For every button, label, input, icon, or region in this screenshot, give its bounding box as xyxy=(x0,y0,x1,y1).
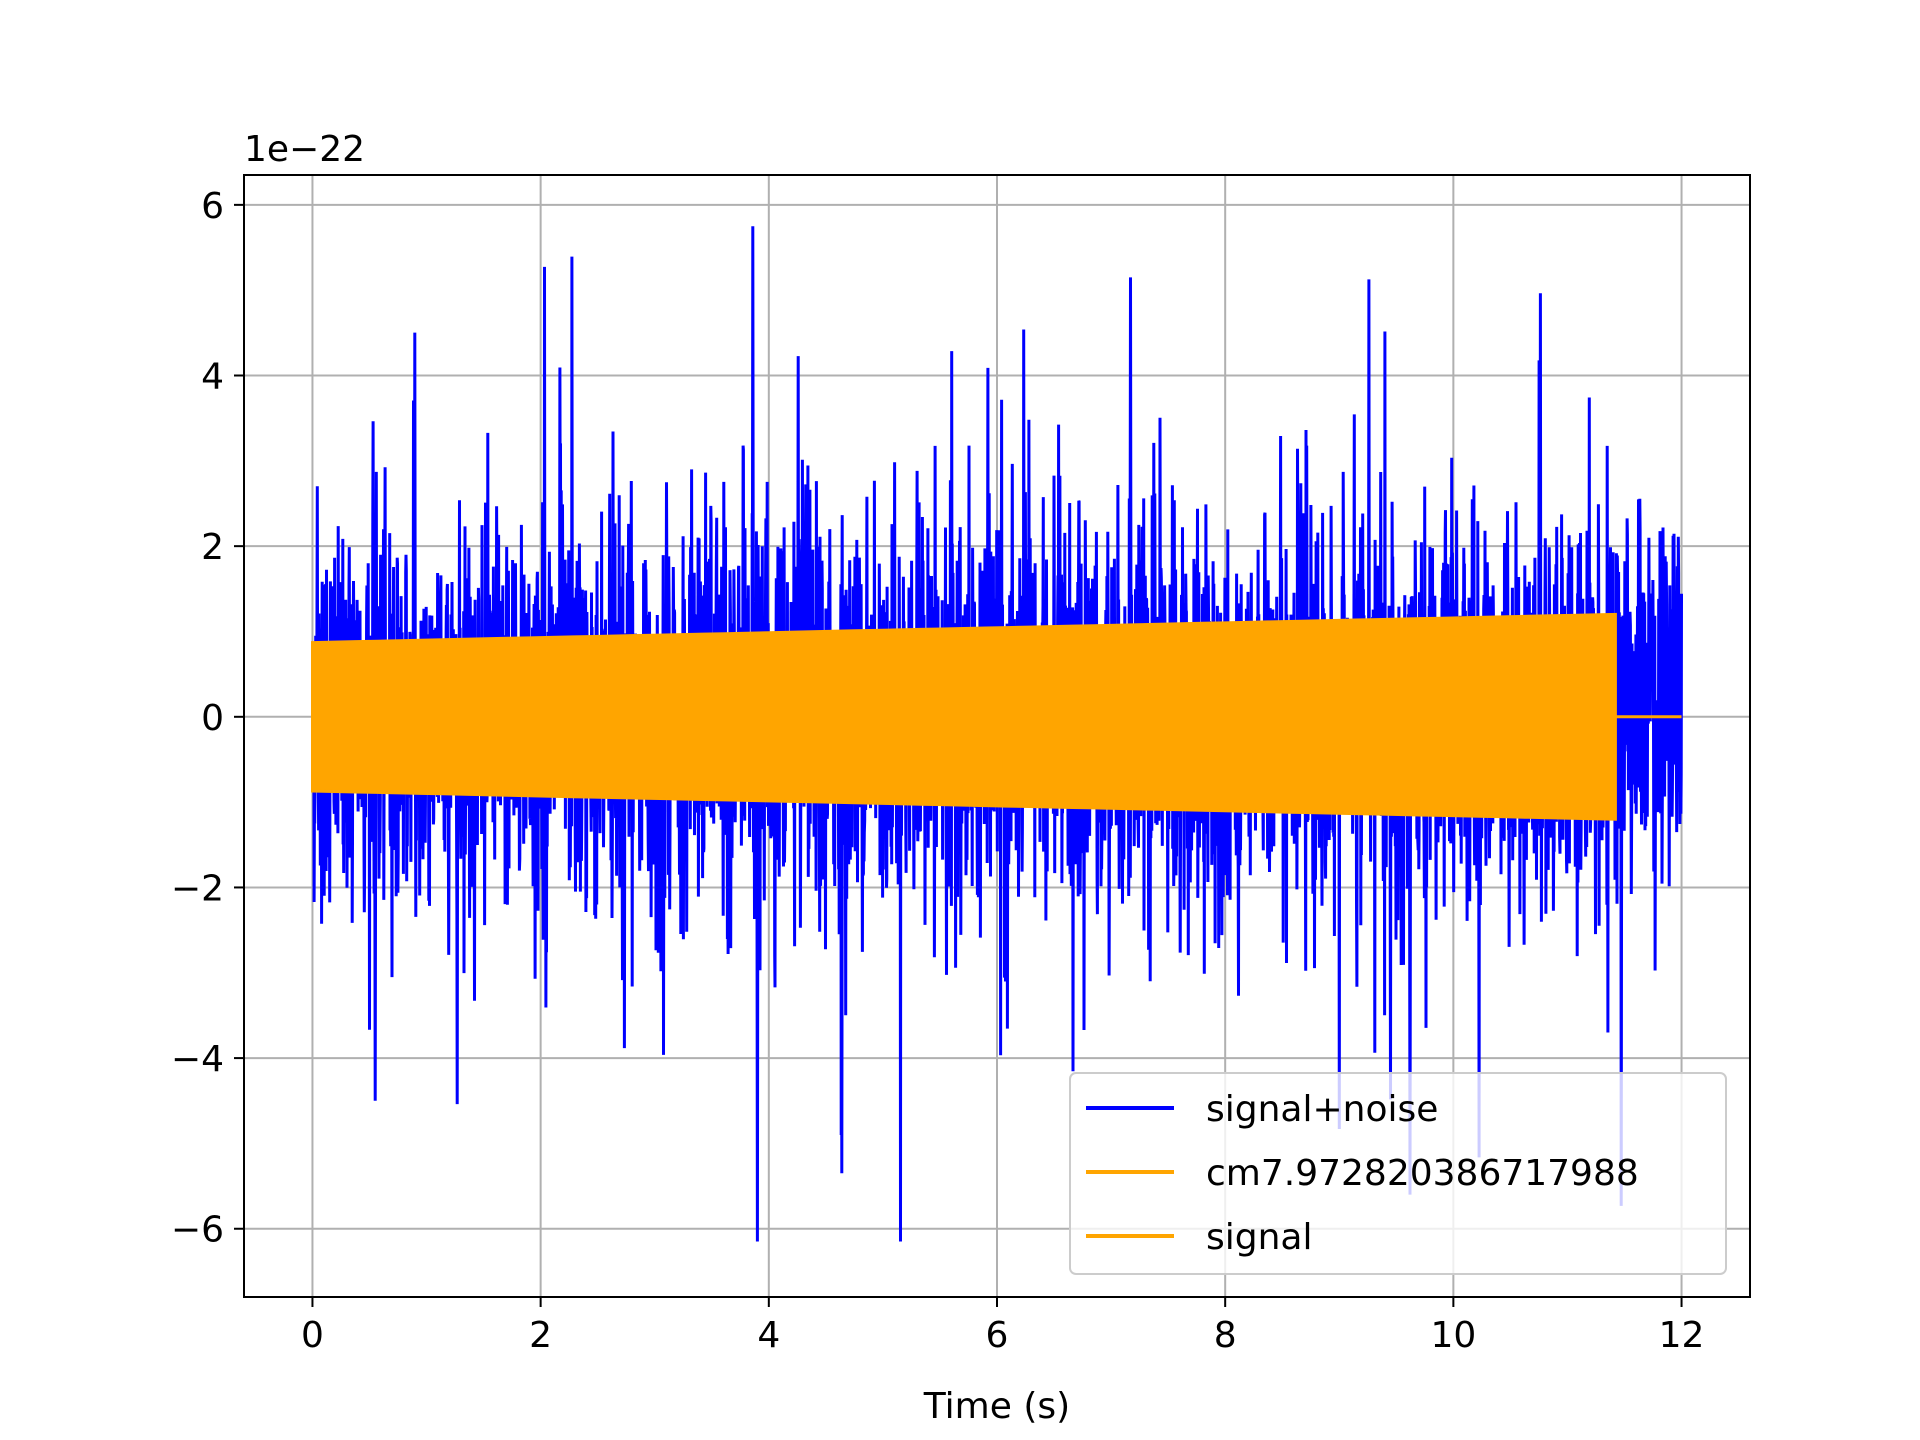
y-tick-label: −4 xyxy=(171,1039,224,1080)
series-signal xyxy=(311,612,1617,821)
legend-label-cm: cm7.972820386717988 xyxy=(1206,1153,1639,1194)
x-tick-label: 0 xyxy=(301,1315,324,1356)
offset-text: 1e−22 xyxy=(244,129,365,170)
legend: signal+noise cm7.972820386717988 signal xyxy=(1069,1072,1727,1275)
x-tick-label: 8 xyxy=(1214,1315,1237,1356)
x-tick-label: 4 xyxy=(757,1315,780,1356)
y-tick-label: −6 xyxy=(171,1210,224,1251)
x-tick-label: 10 xyxy=(1430,1315,1476,1356)
plot-area xyxy=(311,226,1683,1242)
ticks: 0 2 4 6 8 10 12 −6 −4 −2 0 2 4 6 xyxy=(171,186,1705,1356)
x-tick-label: 6 xyxy=(986,1315,1009,1356)
y-tick-label: 2 xyxy=(201,527,224,568)
y-tick-label: 6 xyxy=(201,186,224,227)
x-axis-title: Time (s) xyxy=(923,1386,1070,1427)
legend-label-signal: signal xyxy=(1206,1217,1313,1258)
y-tick-label: 4 xyxy=(201,357,224,398)
y-tick-label: 0 xyxy=(201,698,224,739)
x-tick-label: 2 xyxy=(529,1315,552,1356)
legend-frame xyxy=(1069,1072,1727,1275)
y-tick-label: −2 xyxy=(171,868,224,909)
legend-label-signal-plus-noise: signal+noise xyxy=(1206,1089,1438,1130)
x-tick-label: 12 xyxy=(1659,1315,1705,1356)
